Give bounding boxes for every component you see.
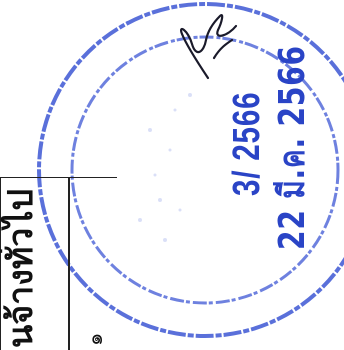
stamp-inner-ring bbox=[70, 35, 340, 305]
document-table-frame bbox=[0, 177, 117, 350]
document-heading: นจ้างทั่วไป bbox=[1, 188, 41, 348]
handwritten-signature bbox=[180, 14, 238, 80]
stamp-faded-texture bbox=[138, 93, 192, 242]
stamp-received-number: 3/ 2566 bbox=[226, 91, 268, 196]
stamp-outer-ring bbox=[37, 2, 344, 338]
table-column-divider bbox=[68, 177, 70, 350]
item-number: ๑ bbox=[83, 332, 107, 346]
stamp-received-date: 22 มี.ค. 2566 bbox=[272, 45, 313, 250]
